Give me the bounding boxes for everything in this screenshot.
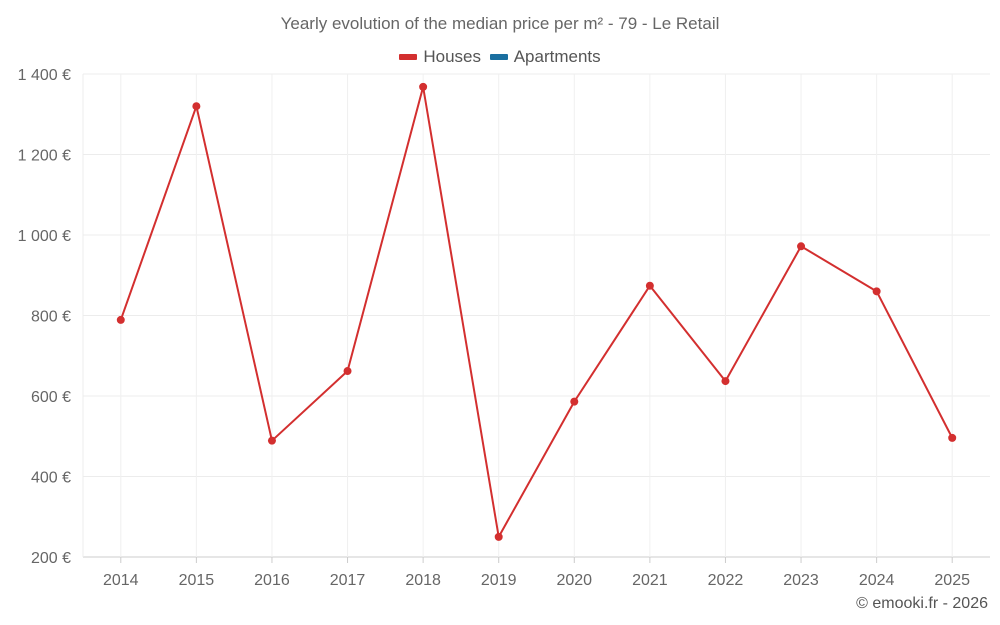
data-point-houses-2022 (721, 377, 730, 386)
data-point-houses-2021 (645, 281, 654, 290)
legend-label-apartments: Apartments (513, 47, 601, 66)
x-tick-label: 2023 (783, 572, 819, 589)
data-point-houses-2020 (570, 397, 579, 406)
data-point-houses-2015 (192, 102, 201, 111)
legend-swatch-apartments (489, 54, 508, 60)
y-tick-label: 200 € (31, 550, 71, 567)
x-tick-label: 2024 (859, 572, 895, 589)
data-point-houses-2019 (494, 532, 503, 541)
y-tick-label: 1 000 € (18, 228, 71, 245)
legend-item-apartments[interactable]: Apartments (489, 47, 601, 67)
x-tick-label: 2021 (632, 572, 668, 589)
y-tick-label: 1 400 € (18, 67, 71, 84)
chart-legend: Houses Apartments (0, 45, 1000, 67)
data-point-houses-2024 (872, 287, 881, 296)
x-tick-label: 2017 (330, 572, 366, 589)
data-point-houses-2016 (267, 436, 276, 445)
x-tick-label: 2018 (405, 572, 441, 589)
data-point-houses-2018 (419, 82, 428, 91)
series-line-houses (119, 85, 954, 538)
x-tick-label: 2025 (934, 572, 970, 589)
legend-swatch-houses (399, 54, 418, 60)
credit-text: © emooki.fr - 2026 (856, 595, 988, 612)
y-tick-label: 1 200 € (18, 148, 71, 165)
x-tick-label: 2022 (708, 572, 744, 589)
y-tick-label: 800 € (31, 309, 71, 326)
data-point-houses-2025 (948, 433, 957, 442)
legend-label-houses: Houses (423, 47, 481, 66)
data-point-houses-2017 (343, 367, 352, 376)
x-tick-label: 2015 (179, 572, 215, 589)
x-tick-label: 2019 (481, 572, 517, 589)
x-tick-label: 2020 (556, 572, 592, 589)
x-tick-label: 2016 (254, 572, 290, 589)
data-point-houses-2023 (797, 242, 806, 251)
data-point-houses-2014 (116, 315, 125, 324)
y-tick-label: 400 € (31, 470, 71, 487)
x-tick-label: 2014 (103, 572, 139, 589)
y-tick-label: 600 € (31, 389, 71, 406)
chart-title: Yearly evolution of the median price per… (280, 14, 720, 33)
legend-item-houses[interactable]: Houses (399, 47, 481, 67)
